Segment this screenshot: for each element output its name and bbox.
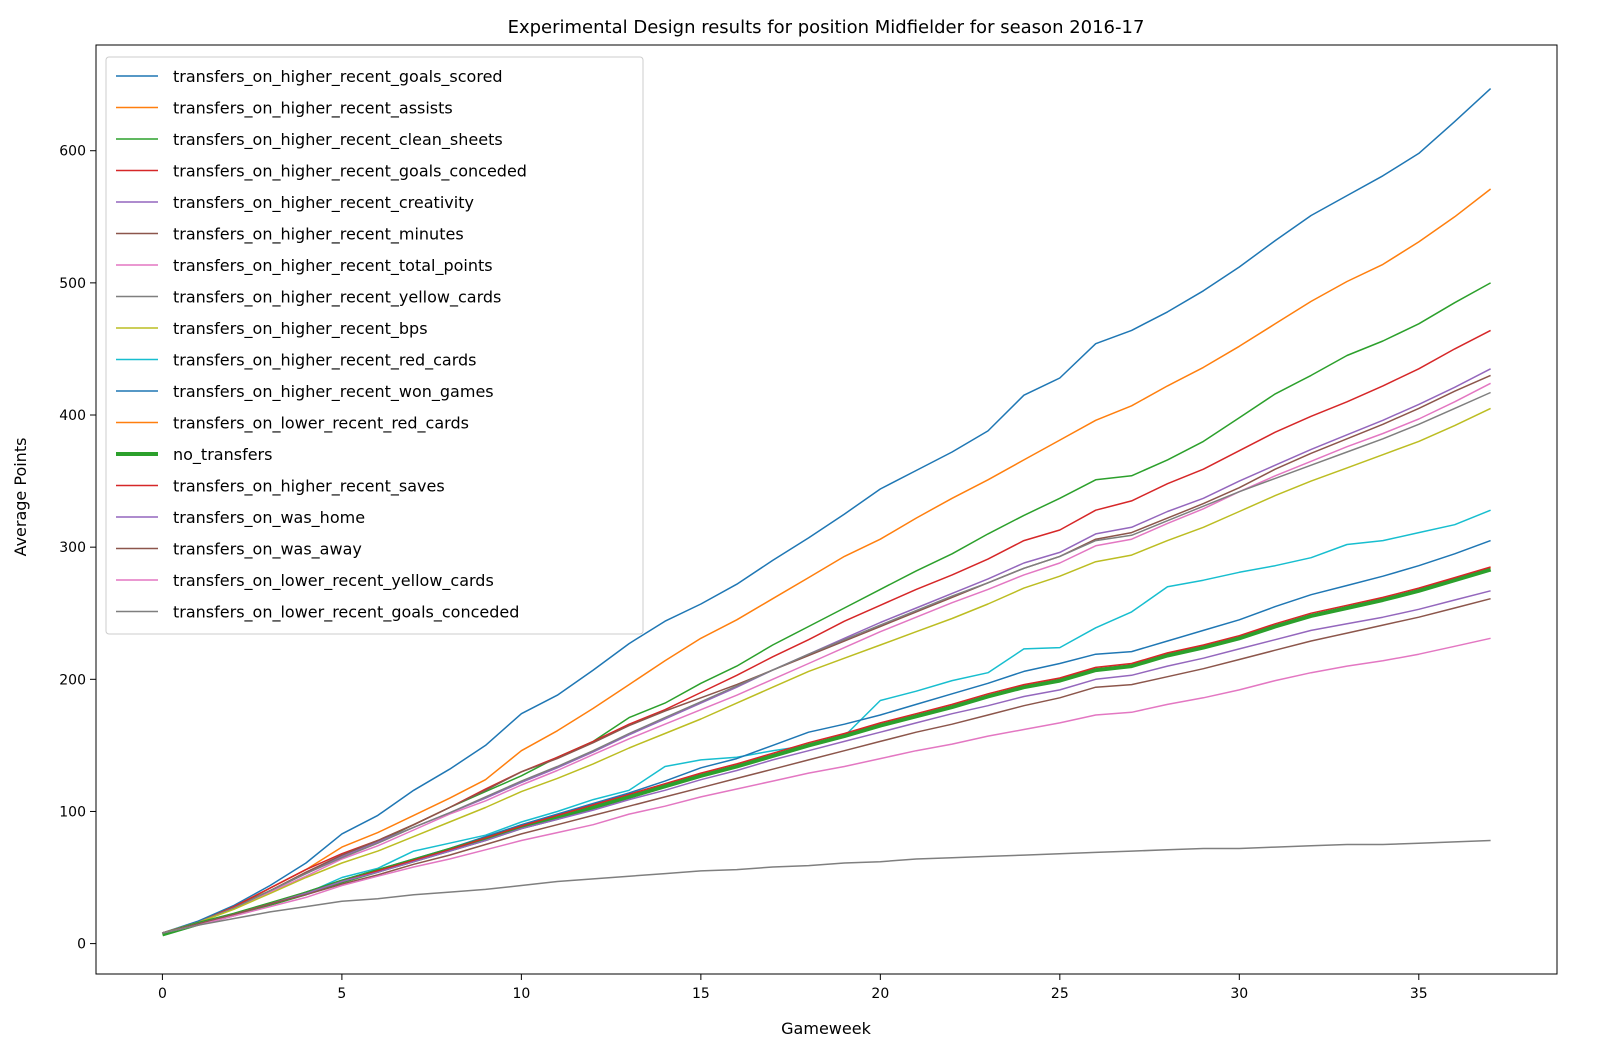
x-tick-label: 0	[158, 986, 167, 1002]
y-tick-label: 100	[59, 804, 86, 820]
legend-entry: transfers_on_higher_recent_assists	[173, 99, 453, 119]
legend-entry: transfers_on_higher_recent_won_games	[173, 382, 494, 402]
legend-entry: transfers_on_higher_recent_bps	[173, 319, 428, 339]
x-tick-label: 10	[512, 986, 530, 1002]
x-tick-label: 30	[1230, 986, 1248, 1002]
x-tick-label: 25	[1051, 986, 1069, 1002]
series-line-transfers-on-higher-recent-minutes	[162, 374, 1491, 934]
legend-entry: transfers_on_higher_recent_total_points	[173, 256, 493, 276]
legend: transfers_on_higher_recent_goals_scoredt…	[105, 56, 644, 635]
y-axis: 0 100 200 300 400 500 600	[59, 144, 96, 953]
y-tick-label: 300	[59, 540, 86, 556]
series-line-transfers-on-higher-recent-yellow-cards	[162, 391, 1491, 934]
legend-entry: transfers_on_higher_recent_yellow_cards	[173, 288, 501, 308]
y-tick-label: 200	[59, 672, 86, 688]
legend-entry: transfers_on_higher_recent_goals_scored	[173, 67, 503, 87]
legend-entry: transfers_on_was_home	[173, 508, 365, 528]
legend-entry: transfers_on_higher_recent_saves	[173, 477, 445, 497]
x-axis: 0 5 10 15 20 25 30 35	[158, 974, 1428, 1002]
series-line-transfers-on-higher-recent-saves	[162, 566, 1491, 934]
series-line-transfers-on-higher-recent-bps	[162, 407, 1491, 934]
series-line-transfers-on-was-away	[162, 597, 1491, 934]
chart-title: Experimental Design results for position…	[508, 17, 1145, 38]
x-tick-label: 5	[337, 986, 346, 1002]
series-line-transfers-on-lower-recent-yellow-cards	[162, 637, 1491, 934]
y-tick-label: 600	[59, 144, 86, 160]
series-line-transfers-on-higher-recent-total-points	[162, 382, 1491, 934]
y-axis-label: Average Points	[11, 438, 30, 557]
series-line-transfers-on-higher-recent-goals-scored	[162, 88, 1492, 934]
series-line-transfers-on-higher-recent-assists	[162, 188, 1492, 934]
legend-entry: transfers_on_higher_recent_goals_concede…	[173, 162, 527, 182]
x-tick-label: 35	[1410, 986, 1428, 1002]
x-axis-label: Gameweek	[781, 1019, 871, 1038]
y-tick-label: 0	[77, 937, 86, 953]
legend-entry: transfers_on_lower_recent_yellow_cards	[173, 571, 494, 591]
series-line-transfers-on-was-home	[162, 590, 1491, 934]
legend-entry: transfers_on_lower_recent_red_cards	[173, 414, 469, 434]
y-tick-label: 400	[59, 408, 86, 424]
plot-area	[161, 88, 1492, 937]
legend-entry: transfers_on_higher_recent_clean_sheets	[173, 130, 503, 150]
x-tick-label: 20	[871, 986, 889, 1002]
x-tick-label: 15	[692, 986, 710, 1002]
legend-entry: transfers_on_higher_recent_red_cards	[173, 351, 477, 371]
legend-box	[105, 56, 644, 635]
legend-entry: transfers_on_was_away	[173, 540, 362, 560]
legend-entry: transfers_on_higher_recent_creativity	[173, 193, 474, 213]
y-tick-label: 500	[59, 276, 86, 292]
legend-entry: no_transfers	[173, 445, 272, 465]
legend-entry: transfers_on_higher_recent_minutes	[173, 225, 464, 245]
series-line-transfers-on-lower-recent-goals-conceded	[162, 839, 1491, 934]
legend-entry: transfers_on_lower_recent_goals_conceded	[173, 603, 519, 623]
plot-frame	[95, 44, 1558, 975]
